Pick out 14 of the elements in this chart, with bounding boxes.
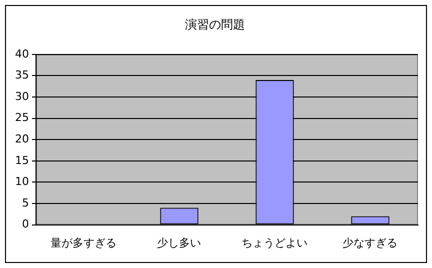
y-tick-label: 35 xyxy=(14,68,29,82)
y-tick-label: 20 xyxy=(14,132,29,146)
y-tick-label: 40 xyxy=(14,47,29,60)
y-tick-label: 5 xyxy=(22,196,29,210)
x-tick-label: 量が多すぎる xyxy=(50,236,117,250)
y-tick-label: 10 xyxy=(14,175,29,188)
y-tick-label: 25 xyxy=(14,111,29,124)
x-tick-label: ちょうどよい xyxy=(242,236,308,250)
y-tick-label: 15 xyxy=(14,154,29,167)
y-tick-label: 0 xyxy=(22,218,29,231)
y-tick-label: 30 xyxy=(14,90,29,103)
chart-title: 演習の問題 xyxy=(185,17,245,32)
x-tick-label: 少なすぎる xyxy=(342,236,398,250)
x-tick-label: 少し多い xyxy=(157,236,202,250)
